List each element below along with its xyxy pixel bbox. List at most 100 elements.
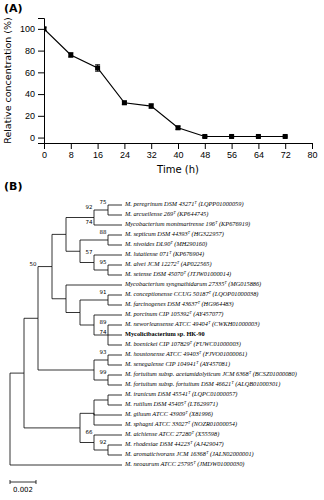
scale-bar: 0.002 (10, 480, 36, 494)
branch (10, 373, 24, 419)
x-tick: 0 (42, 143, 47, 160)
branch (108, 395, 122, 400)
y-tick: 100 (20, 24, 44, 34)
error-bar (68, 53, 73, 57)
support-value: 88 (100, 229, 107, 235)
y-axis: 020406080100 (20, 19, 45, 144)
taxon-label: M. septicum DSM 44393ᵀ (HG322957) (124, 230, 224, 238)
y-tick: 20 (25, 111, 44, 121)
data-point (44, 26, 47, 31)
branch (108, 240, 122, 245)
taxon-label: Mycobacterium montmartrense 196ᵀ (KP6769… (124, 220, 250, 228)
branch (108, 270, 122, 275)
x-tick-label: 56 (227, 150, 237, 160)
data-point (95, 66, 100, 71)
taxon-label: M. neworleansense ATCC 49404ᵀ (CWKH01000… (124, 320, 260, 328)
x-tick: 8 (69, 143, 74, 160)
branch (94, 413, 122, 425)
branch (108, 335, 122, 336)
x-tick-label: 8 (69, 150, 74, 160)
panel-label: (B) (4, 180, 22, 193)
taxon-label: M. neoaurum ATCC 25795ᵀ (JMDW01000030) (124, 460, 244, 468)
y-tick-label: 40 (25, 89, 35, 99)
taxon-label: M. setense DSM 45070ᵀ (JTJW01000014) (124, 270, 231, 278)
x-tick: 56 (227, 143, 237, 160)
branch (66, 234, 80, 251)
taxon-label: M. boenickei CIP 107829ᵀ (FUWC01000003) (124, 340, 241, 348)
support-value: 75 (100, 199, 107, 205)
support-value: 92 (100, 439, 107, 445)
y-tick: 80 (25, 46, 44, 56)
figure: (A)08162432404856647280020406080100Time … (0, 0, 324, 500)
branch (108, 380, 122, 385)
taxon-label: M. peregrinum DSM 43271ᵀ (LQPP01000059) (124, 200, 244, 208)
y-tick: 40 (25, 89, 44, 99)
taxon-label: M. farcinogenes DSM 43637ᵀ (HG964483) (124, 300, 234, 308)
x-axis-line (45, 144, 313, 150)
x-tick: 72 (281, 143, 291, 160)
y-tick-mark (38, 94, 44, 95)
branch (80, 413, 94, 428)
data-point (176, 125, 181, 130)
branch (108, 450, 122, 455)
taxon-label: M. rhodesiae DSM 44223ᵀ (AJ429047) (124, 440, 224, 448)
data-point (202, 134, 207, 139)
branch (38, 318, 94, 370)
branch (94, 400, 108, 413)
y-axis-title: Relative concentration (%) (2, 17, 13, 144)
branch (108, 265, 122, 270)
taxon-label: M. iranicum DSM 45541ᵀ (LQPC01000057) (124, 390, 237, 398)
branch (24, 318, 38, 373)
branches (10, 205, 122, 465)
branch (108, 210, 122, 215)
branch (66, 218, 94, 235)
branch (52, 234, 66, 266)
y-tick-label: 80 (25, 46, 35, 56)
x-tick: 32 (147, 143, 157, 160)
x-tick-mark (258, 143, 259, 149)
panel-a: (A)08162432404856647280020406080100Time … (2, 2, 318, 175)
data-point (229, 134, 234, 139)
scale-bar-end (36, 480, 37, 484)
data-point (68, 52, 73, 57)
taxon-label: M. lutatiense 071ᵀ (KP676904) (124, 250, 204, 258)
taxon-label: M. giluum ATCC 43909ᵀ (X81996) (124, 410, 213, 418)
support-value: 74 (86, 219, 93, 225)
x-tick-label: 16 (93, 150, 103, 160)
x-tick-label: 48 (200, 150, 210, 160)
x-tick: 48 (200, 143, 210, 160)
branch (108, 235, 122, 240)
x-tick-label: 24 (120, 150, 130, 160)
x-tick-mark (124, 143, 125, 149)
y-tick-mark (38, 29, 44, 30)
x-tick-mark (285, 143, 286, 149)
y-axis-line (38, 19, 45, 144)
error-bar (149, 104, 154, 108)
taxon-label: M. fortuitum subsp. fortuitum DSM 46621ᵀ… (124, 380, 280, 388)
x-tick: 80 (307, 143, 317, 160)
taxon-label: M. houstonense ATCC 49403ᵀ (FJVO01000061… (124, 350, 247, 358)
branch (108, 295, 122, 300)
error-bar-cap (95, 71, 100, 72)
branch (80, 300, 108, 313)
y-tick: 60 (25, 68, 44, 78)
data-point (149, 104, 154, 109)
data-point (122, 100, 127, 105)
x-axis: 08162432404856647280 (42, 143, 318, 160)
x-tick: 24 (120, 143, 130, 160)
x-tick-mark (71, 143, 72, 149)
branch (94, 255, 122, 263)
taxon-label: M. alvei JCM 12272ᵀ (AP022565) (124, 260, 212, 268)
branch (108, 205, 122, 210)
x-tick-mark (232, 143, 233, 149)
branch (108, 325, 122, 335)
branch (52, 267, 66, 299)
data-point (283, 134, 288, 139)
branch (80, 428, 94, 443)
support-value: 50 (30, 261, 37, 267)
error-bar (122, 101, 127, 104)
branch (94, 435, 122, 443)
branch (108, 445, 122, 450)
taxon-label: M. senegalense CIP 104941ᵀ (AY457081) (124, 360, 230, 368)
support-values: 5066939992927475885791958974 (30, 199, 107, 445)
